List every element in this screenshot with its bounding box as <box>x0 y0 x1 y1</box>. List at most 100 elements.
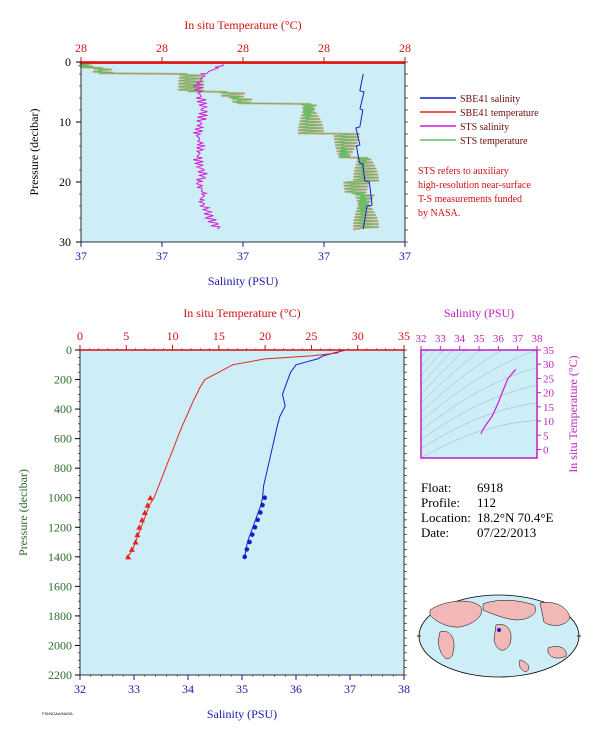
main-temp-tick-label: 10 <box>167 329 179 343</box>
ts-density-isoline <box>420 384 538 441</box>
ts-density-isoline <box>420 420 538 459</box>
map-landmass <box>437 630 455 660</box>
ts-sal-axis-title: Salinity (PSU) <box>444 306 514 320</box>
top-pressure-tick-label: 20 <box>59 175 71 189</box>
salinity-marker <box>258 510 263 515</box>
sts-temperature-line <box>78 61 380 230</box>
profile-value: 112 <box>477 495 497 510</box>
ts-sal-tick-label: 33 <box>435 333 447 345</box>
salinity-marker <box>249 532 255 537</box>
ts-temp-tick-label: 30 <box>543 359 555 371</box>
top-temp-tick-label: 28 <box>237 41 249 55</box>
main-temp-tick-label: 0 <box>77 329 83 343</box>
sts-note-line: by NASA. <box>418 208 460 219</box>
main-pressure-tick-label: 1600 <box>48 579 72 593</box>
map-landmass <box>539 602 571 626</box>
ts-temp-tick-label: 35 <box>543 345 555 357</box>
main-sal-tick-label: 33 <box>128 682 140 696</box>
ts-temp-axis-title: In situ Temperature (°C) <box>566 355 580 472</box>
top-temp-tick-label: 28 <box>399 41 411 55</box>
main-pressure-tick-label: 1400 <box>48 550 72 564</box>
top-temp-tick-label: 28 <box>75 41 87 55</box>
ts-temp-tick-label: 0 <box>543 444 549 456</box>
main-pressure-axis-title: Pressure (decibar) <box>16 469 30 556</box>
ts-temp-tick-label: 5 <box>543 430 549 442</box>
float-location-marker <box>497 628 501 632</box>
top-pressure-axis-title: Pressure (decibar) <box>27 109 41 196</box>
main-sal-tick-label: 32 <box>74 682 86 696</box>
ts-temp-tick-label: 25 <box>543 373 555 385</box>
ts-density-isoline <box>420 367 538 431</box>
sts-note-line: high-resolution near-surface <box>418 180 531 191</box>
salinity-marker <box>244 547 250 552</box>
ts-sal-tick-label: 35 <box>474 333 486 345</box>
ts-sal-tick-label: 32 <box>416 333 427 345</box>
float-info: Float: 6918 Profile: 112 Location: 18.2°N 7… <box>421 480 553 540</box>
float-value: 6918 <box>477 480 503 495</box>
legend-label: SBE41 salinity <box>460 94 520 105</box>
map-landmass <box>482 600 536 621</box>
salinity-marker <box>262 495 267 501</box>
main-sal-axis-title: Salinity (PSU) <box>207 707 277 721</box>
top-pressure-tick-label: 10 <box>59 115 71 129</box>
location-value: 18.2°N 70.4°E <box>477 510 554 525</box>
main-sal-tick-label: 37 <box>344 682 356 696</box>
world-map <box>417 594 581 678</box>
top-sal-tick-label: 37 <box>75 249 87 263</box>
main-temp-tick-label: 35 <box>398 329 410 343</box>
main-pressure-tick-label: 0 <box>66 343 72 357</box>
map-landmass <box>547 646 567 659</box>
main-sal-tick-label: 38 <box>398 682 410 696</box>
top-temp-axis-title: In situ Temperature (°C) <box>184 18 301 32</box>
top-sal-tick-label: 37 <box>237 249 249 263</box>
footer-credit: FSI/NOAA/NASA <box>42 711 73 716</box>
main-temp-tick-label: 20 <box>259 329 271 343</box>
main-pressure-tick-label: 200 <box>54 373 72 387</box>
main-temp-axis-title: In situ Temperature (°C) <box>183 306 300 320</box>
location-label: Location: <box>421 510 471 525</box>
main-temp-tick-label: 5 <box>123 329 129 343</box>
legend-label: STS salinity <box>460 122 509 133</box>
map-landmass <box>493 624 512 651</box>
date-value: 07/22/2013 <box>477 525 537 540</box>
legend-label: SBE41 temperature <box>460 108 539 119</box>
main-pressure-tick-label: 800 <box>54 461 72 475</box>
temperature-marker <box>132 539 139 545</box>
main-pressure-tick-label: 1000 <box>48 491 72 505</box>
profile-row: Profile: 112 <box>421 495 553 510</box>
temperature-marker <box>134 531 141 538</box>
salinity-marker <box>242 554 247 560</box>
sts-salinity-line <box>193 61 228 230</box>
main-pressure-tick-label: 2200 <box>48 668 72 682</box>
main-plot-area <box>80 350 404 675</box>
ts-plot-area <box>421 350 537 458</box>
main-temp-tick-label: 15 <box>213 329 225 343</box>
float-row: Float: 6918 <box>421 480 553 495</box>
ts-sal-tick-label: 34 <box>454 333 466 345</box>
top-sal-tick-label: 37 <box>318 249 330 263</box>
temperature-marker <box>144 502 151 508</box>
temperature-marker <box>147 494 154 501</box>
top-pressure-tick-label: 30 <box>59 235 71 249</box>
main-sal-tick-label: 34 <box>182 682 194 696</box>
main-temp-tick-label: 25 <box>305 329 317 343</box>
salinity-marker <box>255 517 260 523</box>
salinity-marker <box>247 539 252 545</box>
salinity-marker <box>260 502 265 508</box>
ts-temp-tick-label: 10 <box>543 416 555 428</box>
main-pressure-tick-label: 400 <box>54 402 72 416</box>
main-sal-tick-label: 35 <box>236 682 248 696</box>
map-landmass <box>519 659 530 673</box>
temperature-marker <box>141 509 148 515</box>
ts-sal-tick-label: 37 <box>512 333 524 345</box>
temperature-marker <box>125 553 132 560</box>
sts-note-line: STS refers to auxiliary <box>418 166 509 177</box>
temperature-marker <box>128 546 135 552</box>
top-temp-tick-label: 28 <box>318 41 330 55</box>
sbe41-salinity-line <box>355 73 373 230</box>
ts-temp-tick-label: 20 <box>543 388 555 400</box>
main-pressure-tick-label: 600 <box>54 432 72 446</box>
temperature-marker <box>136 524 143 530</box>
float-label: Float: <box>421 480 452 495</box>
